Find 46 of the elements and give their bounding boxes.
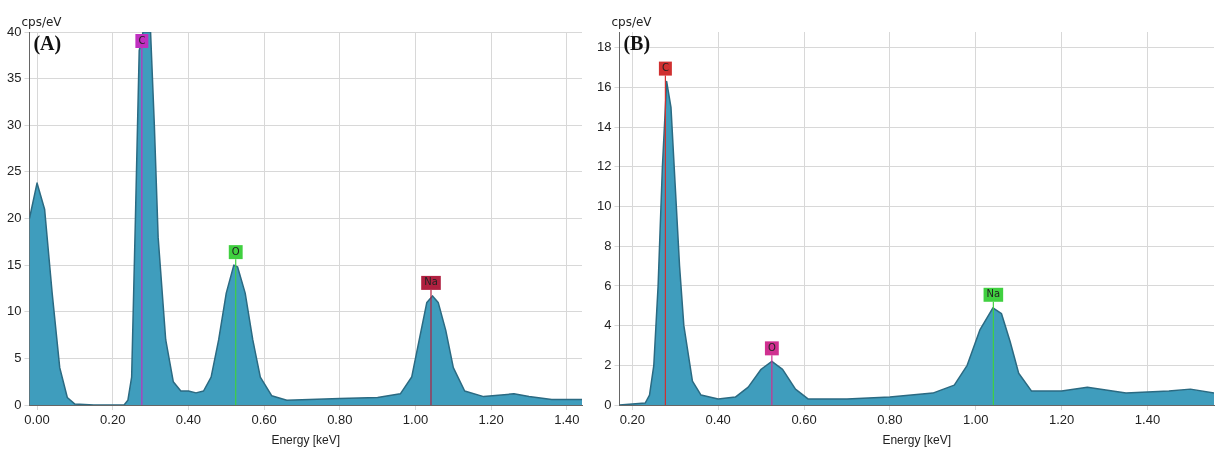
x-tick-label: 0.60 xyxy=(251,412,277,428)
x-tick-label: 1.20 xyxy=(478,412,504,428)
x-tick-label: 0.00 xyxy=(24,412,50,428)
x-tick-label: 0.80 xyxy=(327,412,353,428)
ref-line-label: C xyxy=(661,62,669,74)
y-tick-label: 5 xyxy=(14,349,22,365)
x-axis-title: Energy [keV] xyxy=(882,433,952,448)
x-tick-label: 0.40 xyxy=(175,412,202,428)
y-tick-label: 2 xyxy=(604,356,612,372)
y-tick-label: 40 xyxy=(6,23,22,39)
y-tick-label: 10 xyxy=(596,198,612,214)
y-tick-label: 15 xyxy=(6,256,22,272)
ref-line-label: Na xyxy=(424,276,438,288)
y-axis-title: cps/eV xyxy=(21,15,63,30)
ref-line-label: O xyxy=(231,245,240,257)
y-tick-label: 16 xyxy=(596,79,612,95)
y-tick-label: 10 xyxy=(6,303,22,319)
y-tick-label: 12 xyxy=(596,158,612,174)
chart-title: (B) xyxy=(623,32,651,56)
y-tick-label: 8 xyxy=(604,237,612,253)
y-tick-label: 30 xyxy=(6,116,22,132)
y-tick-label: 18 xyxy=(596,39,612,55)
ref-line-label: Na xyxy=(986,288,1001,300)
x-tick-label: 0.80 xyxy=(877,412,903,428)
y-tick-label: 35 xyxy=(6,70,22,86)
y-tick-label: 6 xyxy=(604,277,612,293)
x-axis-title: Energy [keV] xyxy=(271,433,341,448)
y-tick-label: 0 xyxy=(604,396,612,412)
x-tick-label: 0.20 xyxy=(619,412,645,428)
chart-title: (A) xyxy=(33,32,62,56)
x-tick-label: 1.00 xyxy=(402,412,429,428)
ref-line-label: C xyxy=(138,34,146,46)
x-tick-label: 1.00 xyxy=(963,412,989,428)
y-tick-label: 14 xyxy=(596,118,612,134)
y-tick-label: 25 xyxy=(6,163,22,179)
x-tick-label: 0.20 xyxy=(100,412,126,428)
y-tick-label: 20 xyxy=(6,210,22,226)
y-tick-label: 4 xyxy=(604,317,612,333)
x-tick-label: 0.40 xyxy=(705,412,731,428)
x-tick-label: 0.60 xyxy=(791,412,817,428)
x-tick-label: 1.40 xyxy=(1134,412,1161,428)
y-tick-label: 0 xyxy=(14,396,22,412)
x-tick-label: 1.40 xyxy=(554,412,580,428)
x-tick-label: 1.20 xyxy=(1048,412,1075,428)
y-axis-title: cps/eV xyxy=(611,15,653,30)
ref-line-label: O xyxy=(767,341,776,353)
